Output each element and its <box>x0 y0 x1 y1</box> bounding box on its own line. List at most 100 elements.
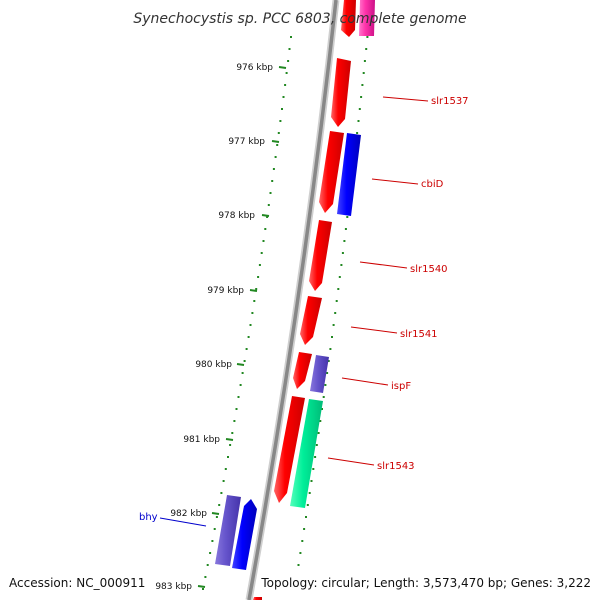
gene-cbiD[interactable] <box>337 133 361 216</box>
ruler-dot <box>314 456 317 458</box>
ruler-dot <box>327 360 330 362</box>
gene-bhy-purple[interactable] <box>215 495 241 566</box>
map-title: Synechocystis sp. PCC 6803, complete gen… <box>133 11 466 27</box>
kbp-tick <box>261 214 270 217</box>
kbp-label: 978 kbp <box>218 211 255 221</box>
ruler-dot <box>239 384 242 386</box>
ruler-dot <box>344 228 347 230</box>
ruler-dot <box>251 312 254 314</box>
ruler-dot <box>356 132 359 134</box>
ruler-dot <box>209 552 212 554</box>
gene-red-981[interactable] <box>274 396 305 503</box>
kbp-tick <box>249 289 258 292</box>
ruler-dot <box>337 288 340 290</box>
kbp-label: 981 kbp <box>183 435 220 445</box>
gene-label-slr1541[interactable]: slr1541 <box>400 329 438 340</box>
ruler-dot <box>290 36 292 38</box>
ruler-dot <box>305 516 307 518</box>
gene-label-slr1540[interactable]: slr1540 <box>410 264 448 275</box>
ruler-dot <box>277 132 280 134</box>
gene-ispF[interactable] <box>310 355 329 393</box>
ruler-dot <box>346 216 349 218</box>
leader-cbiD <box>371 178 419 185</box>
ruler-dot <box>306 504 309 506</box>
leader-bhy <box>159 517 207 527</box>
ruler-dot <box>317 432 320 434</box>
ruler-dot <box>361 84 364 86</box>
gene-label-bhy[interactable]: bhy <box>139 512 158 523</box>
ruler-dot <box>299 552 302 554</box>
ruler-dot <box>363 60 366 62</box>
gene-label-cbiD[interactable]: cbiD <box>421 179 444 190</box>
ruler-dot <box>264 228 267 230</box>
ruler-dot <box>303 528 306 530</box>
ruler-dot <box>324 384 327 386</box>
ruler-dot <box>366 36 369 38</box>
ruler-dot <box>343 240 346 242</box>
genome-backbone-core <box>247 0 338 600</box>
footer-background-right <box>258 571 596 593</box>
gene-slr1537[interactable] <box>331 58 351 127</box>
gene-red-978[interactable] <box>319 131 344 213</box>
kbp-label: 976 kbp <box>236 63 273 73</box>
kbp-ticks <box>197 66 287 588</box>
gene-label-ispF[interactable]: ispF <box>391 381 411 392</box>
ruler-dot <box>218 504 221 506</box>
leader-ispF <box>341 377 389 386</box>
ruler-dot <box>231 432 234 434</box>
ruler-dot <box>332 324 335 326</box>
kbp-label: 977 kbp <box>228 137 265 147</box>
ruler-dot <box>329 348 332 350</box>
ruler-dot <box>257 276 260 278</box>
ruler-dot <box>279 120 282 122</box>
ruler-dot <box>357 120 360 122</box>
kbp-tick <box>278 66 287 69</box>
kbp-tick <box>225 438 234 441</box>
gene-red-980[interactable] <box>293 352 312 389</box>
ruler-dot <box>245 348 248 350</box>
ruler-dot <box>362 72 365 74</box>
gene-label-slr1543[interactable]: slr1543 <box>377 461 415 472</box>
ruler-dot <box>211 540 214 542</box>
ruler-dot <box>365 48 368 50</box>
kbp-tick <box>211 512 220 515</box>
ruler-dot <box>335 300 338 302</box>
ruler-dot <box>267 204 270 206</box>
ruler-dot <box>326 372 329 374</box>
ruler-dot <box>271 180 274 182</box>
ruler-dot <box>220 492 223 494</box>
gene-red-partial[interactable] <box>341 0 356 37</box>
ruler-dot <box>281 108 283 110</box>
ruler-dot <box>274 156 277 158</box>
leader-slr1543 <box>327 457 375 466</box>
ruler-dot <box>255 288 258 290</box>
label-lines <box>159 96 429 527</box>
gene-pink-partial[interactable] <box>359 0 375 36</box>
gene-red-partial-bottom[interactable] <box>253 597 262 600</box>
ruler-dot <box>315 444 318 446</box>
genes-forward <box>253 0 375 600</box>
gene-label-slr1537[interactable]: slr1537 <box>431 96 469 107</box>
ruler-dot <box>331 336 333 338</box>
gene-slr1543[interactable] <box>290 399 323 508</box>
ruler-dot <box>235 408 238 410</box>
ruler-dot <box>310 480 313 482</box>
ruler-dot <box>222 480 225 482</box>
genes-reverse <box>215 495 257 570</box>
ruler-dot <box>358 108 361 110</box>
gene-bhy[interactable] <box>232 499 257 570</box>
ruler-dot <box>253 300 256 302</box>
kbp-tick <box>271 140 280 143</box>
ruler-dot <box>276 144 279 146</box>
kbp-label: 980 kbp <box>195 360 232 370</box>
ruler-dot <box>202 588 204 590</box>
ruler-dot <box>258 264 261 266</box>
ruler-dot <box>297 564 300 566</box>
kbp-label: 983 kbp <box>155 582 192 592</box>
leader-slr1537 <box>382 96 429 102</box>
gene-slr1540[interactable] <box>309 220 332 291</box>
ruler-dot <box>288 48 291 50</box>
gene-slr1541[interactable] <box>300 296 322 345</box>
ruler-dot <box>360 96 363 98</box>
